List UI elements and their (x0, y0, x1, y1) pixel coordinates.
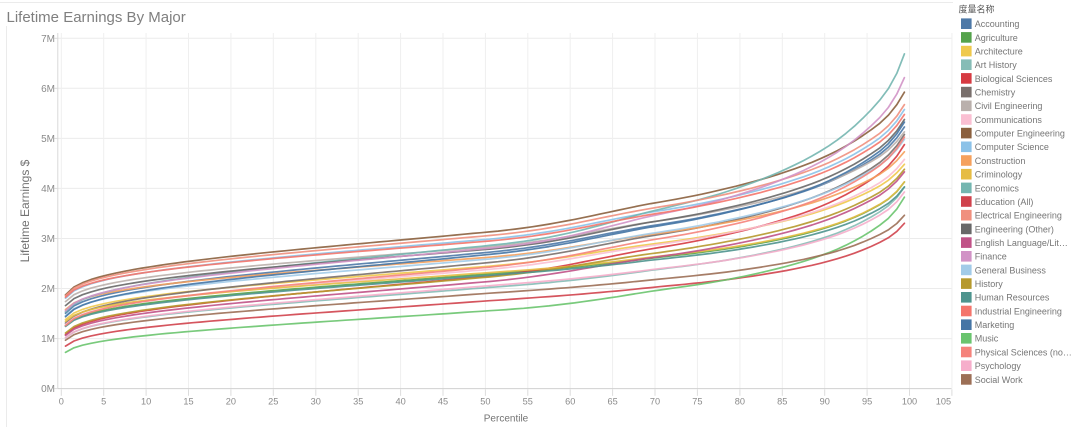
svg-text:70: 70 (650, 397, 660, 407)
svg-text:6M: 6M (41, 84, 55, 95)
svg-text:Criminology: Criminology (975, 170, 1023, 180)
svg-text:Computer Science: Computer Science (975, 142, 1049, 152)
svg-text:Electrical Engineering: Electrical Engineering (975, 211, 1062, 221)
svg-text:3M: 3M (41, 234, 55, 245)
svg-text:度量名称: 度量名称 (959, 4, 995, 15)
svg-text:90: 90 (820, 397, 830, 407)
svg-text:15: 15 (183, 397, 193, 407)
svg-text:Economics: Economics (975, 183, 1020, 193)
svg-text:45: 45 (438, 397, 448, 407)
svg-text:0: 0 (59, 397, 64, 407)
svg-text:Art History: Art History (975, 60, 1018, 70)
svg-text:Psychology: Psychology (975, 361, 1022, 371)
svg-text:Agriculture: Agriculture (975, 33, 1018, 43)
svg-text:Percentile: Percentile (484, 414, 529, 425)
svg-text:2M: 2M (41, 284, 55, 295)
svg-text:Marketing: Marketing (975, 320, 1015, 330)
svg-text:Social Work: Social Work (975, 375, 1023, 385)
svg-text:75: 75 (692, 397, 702, 407)
svg-text:Architecture: Architecture (975, 47, 1023, 57)
svg-text:105: 105 (936, 397, 951, 407)
svg-text:35: 35 (353, 397, 363, 407)
svg-text:Human Resources: Human Resources (975, 293, 1050, 303)
svg-text:Education (All): Education (All) (975, 197, 1034, 207)
svg-text:Industrial Engineering: Industrial Engineering (975, 306, 1062, 316)
svg-text:Physical Sciences (no…: Physical Sciences (no… (975, 347, 1072, 357)
svg-text:20: 20 (226, 397, 236, 407)
svg-text:80: 80 (735, 397, 745, 407)
svg-text:5M: 5M (41, 134, 55, 145)
svg-text:Chemistry: Chemistry (975, 88, 1016, 98)
svg-text:Civil Engineering: Civil Engineering (975, 101, 1043, 111)
svg-text:7M: 7M (41, 34, 55, 45)
svg-text:Lifetime Earnings $: Lifetime Earnings $ (18, 159, 32, 262)
svg-text:85: 85 (777, 397, 787, 407)
svg-text:25: 25 (268, 397, 278, 407)
svg-text:Lifetime Earnings By Major: Lifetime Earnings By Major (7, 9, 186, 26)
svg-text:50: 50 (480, 397, 490, 407)
svg-text:Computer Engineering: Computer Engineering (975, 129, 1065, 139)
svg-text:Communications: Communications (975, 115, 1043, 125)
svg-text:Engineering (Other): Engineering (Other) (975, 224, 1054, 234)
svg-text:0M: 0M (41, 384, 55, 395)
svg-text:Accounting: Accounting (975, 19, 1020, 29)
svg-text:60: 60 (565, 397, 575, 407)
svg-text:40: 40 (395, 397, 405, 407)
svg-text:4M: 4M (41, 184, 55, 195)
svg-text:1M: 1M (41, 334, 55, 345)
svg-text:65: 65 (607, 397, 617, 407)
svg-text:95: 95 (862, 397, 872, 407)
svg-text:55: 55 (523, 397, 533, 407)
svg-text:Biological Sciences: Biological Sciences (975, 74, 1053, 84)
svg-text:General Business: General Business (975, 265, 1047, 275)
svg-text:Music: Music (975, 334, 999, 344)
svg-text:30: 30 (311, 397, 321, 407)
svg-text:Finance: Finance (975, 252, 1007, 262)
svg-text:100: 100 (902, 397, 917, 407)
svg-text:Construction: Construction (975, 156, 1026, 166)
svg-text:History: History (975, 279, 1004, 289)
svg-text:10: 10 (141, 397, 151, 407)
svg-text:5: 5 (101, 397, 106, 407)
svg-text:English Language/Lit…: English Language/Lit… (975, 238, 1068, 248)
